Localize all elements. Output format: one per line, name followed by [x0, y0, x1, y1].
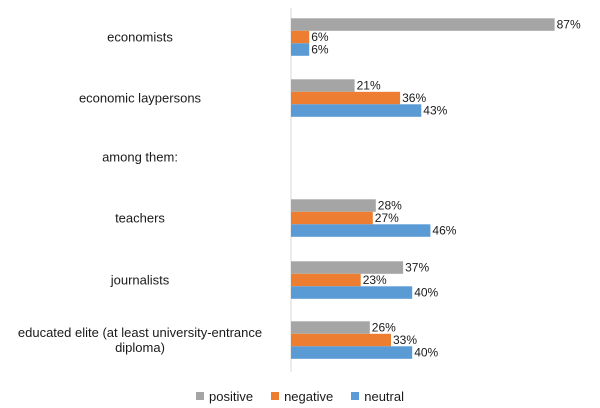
data-label: 27%: [375, 211, 399, 225]
data-label: 87%: [557, 18, 581, 32]
legend-label: neutral: [364, 388, 404, 404]
bars: [291, 18, 555, 359]
legend-item-positive: positive: [196, 389, 253, 404]
legend: positive negative neutral: [0, 386, 600, 406]
category-label: teachers: [115, 211, 165, 226]
bar-neutral: [291, 104, 422, 117]
legend-swatch: [351, 392, 360, 400]
category-label: among them:: [102, 150, 178, 165]
legend-label: negative: [284, 388, 334, 404]
data-label: 6%: [311, 30, 329, 44]
category-label: economists: [107, 30, 173, 45]
bar-positive: [291, 79, 355, 92]
category-label: economic laypersons: [79, 91, 202, 106]
bar-neutral: [291, 346, 413, 359]
data-label: 36%: [402, 91, 426, 105]
value-labels: 87% 6%6% 21% 36%43% 28%27% 46% 37% 23% 40% 26%33%…: [311, 18, 581, 360]
bar-negative: [291, 333, 391, 347]
bar-positive: [291, 261, 404, 274]
legend-item-negative: negative: [271, 389, 333, 404]
legend-swatch: [271, 392, 280, 400]
legend-swatch: [196, 392, 204, 400]
data-label: 46%: [432, 224, 456, 238]
legend-label: positive: [209, 388, 254, 404]
bar-neutral: [291, 224, 431, 237]
bar-negative: [291, 91, 401, 105]
category-labels: economists economic laypersons among them:…: [18, 30, 262, 356]
data-label: 23%: [363, 273, 387, 287]
data-label: 40%: [414, 286, 438, 300]
data-label: 43%: [423, 104, 447, 118]
data-label: 6%: [311, 43, 329, 57]
bar-neutral: [291, 43, 310, 56]
data-label: 40%: [414, 346, 438, 360]
bar-negative: [291, 30, 310, 44]
data-label: 26%: [372, 321, 396, 335]
data-label: 21%: [357, 79, 381, 93]
bar-positive: [291, 199, 376, 212]
bar-positive: [291, 321, 370, 334]
data-label: 33%: [393, 333, 417, 347]
legend-item-neutral: neutral: [351, 389, 404, 404]
bar-positive: [291, 18, 555, 31]
bar-negative: [291, 211, 373, 225]
category-label: journalists: [110, 273, 170, 288]
bar-neutral: [291, 286, 413, 299]
data-label: 28%: [378, 199, 402, 213]
bar-negative: [291, 273, 361, 287]
category-label: educated elite (at least university-entr…: [18, 325, 262, 355]
data-label: 37%: [405, 261, 429, 275]
